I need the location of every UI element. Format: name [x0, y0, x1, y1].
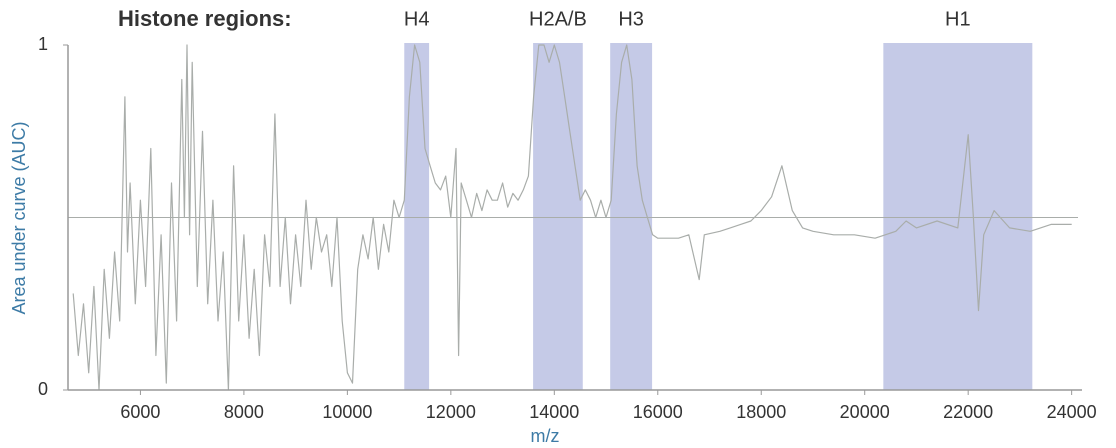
- chart-title: Histone regions:: [118, 6, 292, 31]
- y-tick-label: 1: [38, 34, 48, 54]
- x-axis-label: m/z: [531, 426, 560, 446]
- x-tick-label: 24000: [1047, 402, 1097, 422]
- x-tick-label: 22000: [943, 402, 993, 422]
- x-tick-label: 8000: [224, 402, 264, 422]
- y-axis-label: Area under curve (AUC): [9, 121, 29, 314]
- region-label: H3: [618, 8, 644, 30]
- x-tick-label: 10000: [322, 402, 372, 422]
- region-band: [610, 43, 653, 390]
- x-tick-label: 20000: [840, 402, 890, 422]
- x-tick-label: 12000: [426, 402, 476, 422]
- x-tick-label: 16000: [633, 402, 683, 422]
- region-band: [533, 43, 583, 390]
- data-line: [72, 44, 1072, 391]
- x-tick-label: 18000: [736, 402, 786, 422]
- region-label: H2A/B: [529, 8, 587, 30]
- x-tick-label: 6000: [120, 402, 160, 422]
- region-label: H4: [404, 8, 430, 30]
- y-tick-label: 0: [38, 379, 48, 399]
- region-label: H1: [945, 8, 971, 30]
- x-tick-label: 14000: [529, 402, 579, 422]
- region-band: [883, 43, 1033, 390]
- region-band: [404, 43, 430, 390]
